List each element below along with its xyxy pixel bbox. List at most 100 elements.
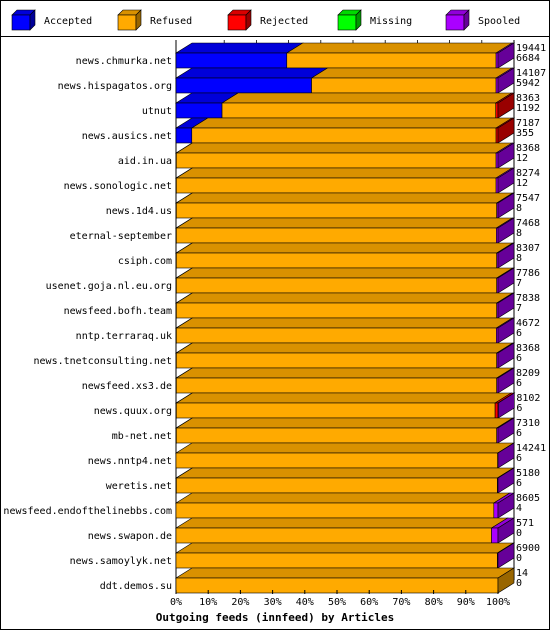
bar-total-accepted: 7 <box>516 278 522 289</box>
x-tick-label: 80% <box>425 597 443 608</box>
bar-total-offered: 14 <box>516 568 528 579</box>
legend-swatch <box>11 14 31 31</box>
bar-total-accepted: 355 <box>516 128 534 139</box>
bar-segment-spooled <box>493 502 499 519</box>
bars: 1944166841410759428363119271873558368128… <box>174 42 546 594</box>
legend-swatch-side <box>463 9 470 31</box>
legend-swatch-side <box>355 9 362 31</box>
bar-total-offered: 8605 <box>516 493 540 504</box>
x-tick-label: 10% <box>199 597 217 608</box>
bar-total-accepted: 6 <box>516 478 522 489</box>
bar-segment-refused <box>176 352 498 369</box>
bar-side <box>497 492 515 519</box>
legend-swatch-side <box>29 9 36 31</box>
x-ticks: 0% 10% 20% 30% 40% 50% 60% 70% 80% 90% 100% <box>170 590 510 608</box>
bar-segment-top-accepted <box>174 67 329 79</box>
bar-segment-refused <box>176 227 497 244</box>
legend-swatch <box>117 14 137 31</box>
category-labels: news.chmurka.net news.hispagatos.org utnut… <box>3 56 172 592</box>
bar-total-accepted: 8 <box>516 203 522 214</box>
bar-total-accepted: 8 <box>516 228 522 239</box>
bar-segment-top-refused <box>175 242 514 254</box>
x-tick-label: 30% <box>264 597 282 608</box>
bar-segment-refused <box>286 52 497 69</box>
bar-segment-refused <box>311 77 497 94</box>
category-label: news.quux.org <box>94 406 172 417</box>
category-label: newsfeed.xs3.de <box>82 381 172 392</box>
bar-side <box>497 217 515 244</box>
bar-segment-refused <box>175 552 498 569</box>
bar-side <box>497 417 515 444</box>
bar-segment-refused <box>176 302 498 319</box>
bar-segment-refused <box>221 102 497 119</box>
bar-total-accepted: 0 <box>516 578 522 589</box>
bar-total-accepted: 4 <box>516 503 522 514</box>
bar-total-offered: 8102 <box>516 393 540 404</box>
category-label: utnut <box>142 106 172 117</box>
bar-segment-rejected <box>495 102 499 119</box>
category-label: news.tnetconsulting.net <box>34 356 172 367</box>
category-label: news.ausics.net <box>82 131 172 142</box>
bar-side <box>497 167 515 194</box>
bar-segment-accepted <box>175 52 288 69</box>
bar-segment-top-refused <box>175 367 514 379</box>
bar-segment-top-refused <box>285 42 514 54</box>
bar-segment-refused <box>176 477 498 494</box>
bar-total-accepted: 7 <box>516 303 522 314</box>
bar-side <box>497 67 515 94</box>
bar-total-accepted: 0 <box>516 528 522 539</box>
category-label: csiph.com <box>118 256 172 267</box>
bar-total-offered: 8368 <box>516 343 540 354</box>
bar-total-accepted: 6 <box>516 403 522 414</box>
legend-label: Accepted <box>44 16 92 27</box>
bar-total-offered: 8209 <box>516 368 540 379</box>
bar-segment-top-refused <box>174 492 511 504</box>
legend-swatch-side <box>245 9 252 31</box>
bar-segment-refused <box>191 127 497 144</box>
bar-segment-top-refused <box>174 567 516 579</box>
bar-segment-refused <box>175 502 495 519</box>
x-tick-label: 50% <box>328 597 346 608</box>
bar-segment-refused <box>176 377 498 394</box>
bar-total-accepted: 6684 <box>516 53 540 64</box>
bar-total-offered: 14241 <box>516 443 546 454</box>
bar-segment-top-refused <box>175 167 514 179</box>
bar-total-offered: 5180 <box>516 468 540 479</box>
bar-side <box>497 192 515 219</box>
bar-segment-top-refused <box>175 417 514 429</box>
bar-total-offered: 7468 <box>516 218 540 229</box>
bar-segment-refused <box>176 252 498 269</box>
bar-segment-top-refused <box>175 217 514 229</box>
x-axis-title: Outgoing feeds (innfeed) by Articles <box>156 611 394 624</box>
bar-side <box>497 442 515 469</box>
bar-total-accepted: 8 <box>516 253 522 264</box>
bar-side <box>497 567 515 594</box>
x-tick-label: 20% <box>231 597 249 608</box>
bar-segment-refused <box>176 427 498 444</box>
category-label: ddt.demos.su <box>100 581 172 592</box>
bar-segment-refused <box>176 327 497 344</box>
bar-total-accepted: 12 <box>516 153 528 164</box>
bar-total-offered: 7547 <box>516 193 540 204</box>
bar-total-offered: 7786 <box>516 268 540 279</box>
category-label: weretis.net <box>106 481 172 492</box>
bar-segment-top-refused <box>175 317 514 329</box>
bar-side <box>497 242 515 269</box>
bar-total-offered: 8368 <box>516 143 540 154</box>
bar-segment-top-refused <box>310 67 514 79</box>
legend-item-missing: Missing <box>337 9 412 31</box>
bar-total-accepted: 1192 <box>516 103 540 114</box>
category-label: news.nntp4.net <box>88 456 172 467</box>
bar-segment-top-refused <box>174 542 515 554</box>
category-label: news.1d4.us <box>106 206 172 217</box>
bar-segment-accepted <box>175 102 223 119</box>
